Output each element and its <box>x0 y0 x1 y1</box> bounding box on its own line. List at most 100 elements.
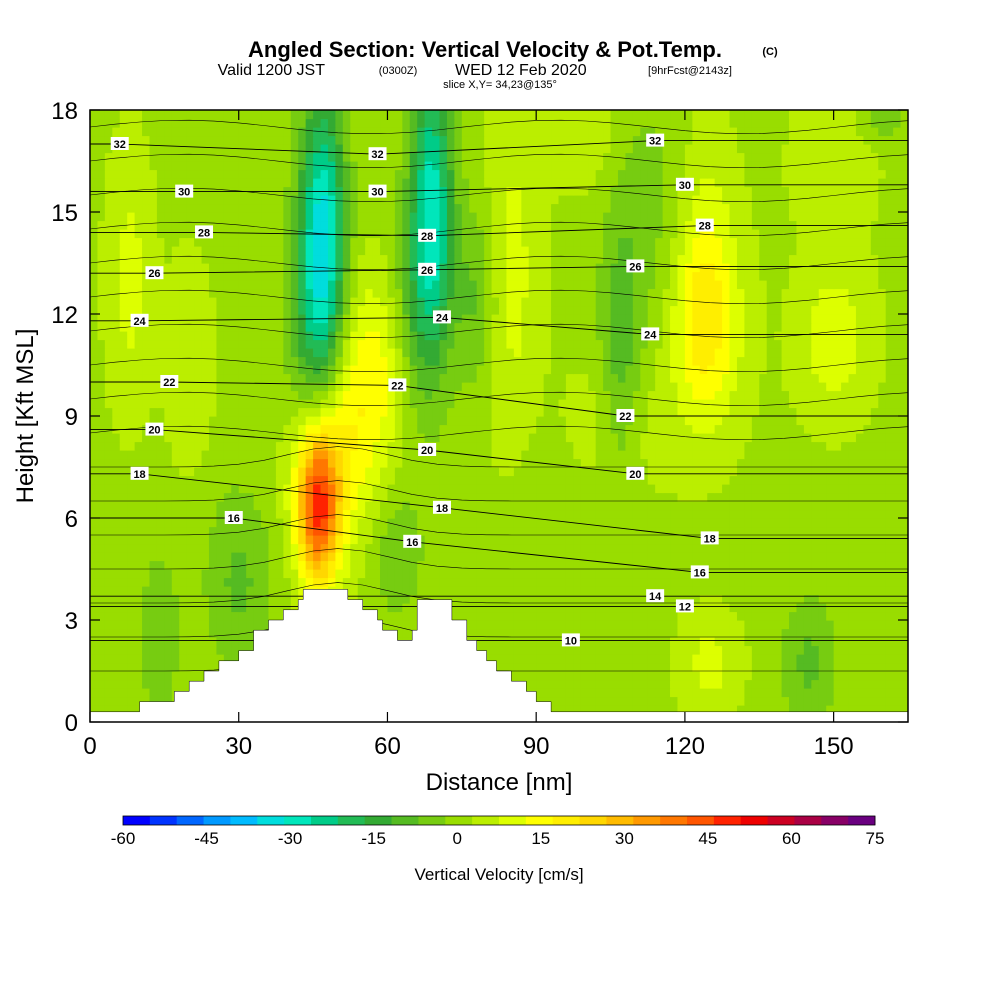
velocity-cell <box>722 467 731 477</box>
velocity-cell <box>119 526 128 536</box>
velocity-cell <box>491 416 500 426</box>
velocity-cell <box>357 458 366 468</box>
velocity-cell <box>796 458 805 468</box>
velocity-cell <box>491 450 500 460</box>
velocity-cell <box>171 577 180 587</box>
velocity-cell <box>156 501 165 511</box>
velocity-cell <box>446 450 455 460</box>
velocity-cell <box>171 492 180 502</box>
velocity-cell <box>900 586 908 596</box>
velocity-cell <box>357 390 366 400</box>
velocity-cell <box>454 603 463 613</box>
velocity-cell <box>588 475 597 485</box>
velocity-cell <box>417 577 426 587</box>
velocity-cell <box>878 594 887 604</box>
velocity-cell <box>833 518 842 528</box>
velocity-cell <box>469 424 478 434</box>
velocity-cell <box>305 552 314 562</box>
velocity-cell <box>313 560 322 570</box>
velocity-cell <box>127 611 136 621</box>
velocity-cell <box>729 603 738 613</box>
velocity-cell <box>491 458 500 468</box>
velocity-cell <box>826 484 835 494</box>
velocity-cell <box>863 586 872 596</box>
velocity-cell <box>90 492 99 502</box>
velocity-cell <box>885 654 894 664</box>
velocity-cell <box>387 509 396 519</box>
velocity-cell <box>699 416 708 426</box>
velocity-cell <box>707 407 716 417</box>
velocity-cell <box>350 594 359 604</box>
velocity-cell <box>617 705 627 715</box>
velocity-cell <box>513 501 522 511</box>
velocity-cell <box>320 458 329 468</box>
velocity-cell <box>119 543 128 553</box>
velocity-cell <box>320 569 329 579</box>
velocity-cell <box>714 603 723 613</box>
velocity-cell <box>461 603 470 613</box>
velocity-cell <box>231 450 240 460</box>
velocity-cell <box>409 475 418 485</box>
velocity-cell <box>491 399 500 409</box>
velocity-cell <box>863 671 872 681</box>
velocity-cell <box>759 594 768 604</box>
velocity-cell <box>729 637 738 647</box>
velocity-cell <box>201 339 210 349</box>
velocity-cell <box>595 620 604 630</box>
velocity-cell <box>848 654 857 664</box>
velocity-cell <box>870 509 879 519</box>
velocity-cell <box>521 560 530 570</box>
velocity-cell <box>268 450 277 460</box>
velocity-cell <box>417 390 426 400</box>
velocity-cell <box>268 373 277 383</box>
velocity-cell <box>261 382 270 392</box>
velocity-cell <box>744 501 753 511</box>
velocity-cell <box>194 586 203 596</box>
velocity-cell <box>320 450 329 460</box>
velocity-cell <box>766 450 775 460</box>
velocity-cell <box>796 484 805 494</box>
velocity-cell <box>231 535 240 545</box>
velocity-cell <box>595 407 604 417</box>
velocity-cell <box>380 348 389 358</box>
velocity-cell <box>759 492 768 502</box>
velocity-cell <box>610 654 619 664</box>
velocity-cell <box>595 535 604 545</box>
velocity-cell <box>357 407 366 417</box>
velocity-cell <box>736 526 745 536</box>
velocity-cell <box>595 484 604 494</box>
velocity-cell <box>774 501 783 511</box>
velocity-cell <box>394 535 403 545</box>
velocity-cell <box>744 603 753 613</box>
velocity-cell <box>387 458 396 468</box>
velocity-cell <box>818 484 827 494</box>
velocity-cell <box>372 458 381 468</box>
velocity-cell <box>216 424 225 434</box>
velocity-cell <box>863 382 872 392</box>
velocity-cell <box>551 569 560 579</box>
velocity-cell <box>766 467 775 477</box>
velocity-cell <box>387 424 396 434</box>
velocity-cell <box>335 543 344 553</box>
velocity-cell <box>528 577 537 587</box>
velocity-cell <box>670 645 679 655</box>
velocity-cell <box>640 688 649 698</box>
velocity-cell <box>766 458 775 468</box>
velocity-cell <box>565 620 574 630</box>
velocity-cell <box>194 603 203 613</box>
velocity-cell <box>476 467 485 477</box>
velocity-cell <box>216 577 225 587</box>
velocity-cell <box>179 662 188 672</box>
velocity-cell <box>670 407 679 417</box>
velocity-cell <box>573 373 582 383</box>
velocity-cell <box>238 645 247 655</box>
velocity-cell <box>707 526 716 536</box>
velocity-cell <box>327 416 336 426</box>
velocity-cell <box>275 441 284 451</box>
velocity-cell <box>662 416 671 426</box>
velocity-cell <box>246 637 255 647</box>
velocity-cell <box>617 671 627 681</box>
velocity-cell <box>342 450 351 460</box>
velocity-cell <box>803 467 812 477</box>
velocity-cell <box>684 441 693 451</box>
